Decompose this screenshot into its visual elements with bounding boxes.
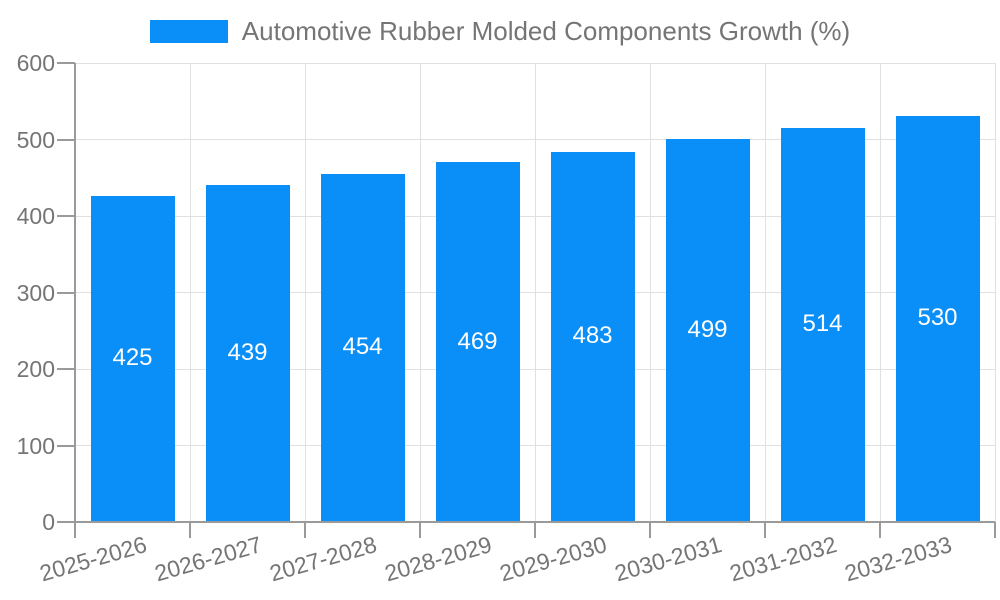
x-gridline — [879, 63, 881, 522]
legend-swatch — [149, 19, 228, 43]
y-axis-tick — [57, 215, 75, 217]
x-tick-label: 2031-2032 — [726, 531, 840, 587]
y-tick-label: 200 — [16, 356, 55, 382]
chart-legend[interactable]: Automotive Rubber Molded Components Grow… — [0, 16, 1000, 46]
bar[interactable]: 514 — [780, 127, 865, 521]
bar-value-label: 530 — [917, 304, 958, 332]
bar[interactable]: 483 — [550, 151, 635, 521]
x-axis-line — [74, 521, 995, 523]
x-gridline — [649, 63, 651, 522]
x-tick-label: 2027-2028 — [266, 531, 380, 587]
x-tick-label: 2032-2033 — [841, 531, 955, 587]
x-axis-tick — [649, 522, 651, 538]
bar[interactable]: 425 — [90, 195, 175, 521]
x-axis-tick — [74, 522, 76, 538]
bar-value-label: 454 — [342, 333, 383, 361]
x-axis-tick — [534, 522, 536, 538]
x-axis-tick — [189, 522, 191, 538]
bar[interactable]: 530 — [895, 115, 980, 521]
y-axis-tick — [57, 444, 75, 447]
x-gridline — [419, 63, 421, 522]
x-tick-label: 2030-2031 — [611, 531, 725, 587]
legend-label: Automotive Rubber Molded Components Grow… — [241, 16, 851, 46]
bar-value-label: 483 — [572, 322, 613, 350]
y-tick-label: 0 — [42, 509, 55, 535]
bar[interactable]: 499 — [665, 139, 750, 521]
bar[interactable]: 469 — [435, 162, 520, 521]
bar-value-label: 499 — [687, 316, 728, 344]
bar[interactable]: 439 — [205, 185, 290, 521]
x-axis-tick — [304, 522, 306, 538]
x-tick-label: 2029-2030 — [496, 531, 610, 587]
x-axis-tick — [419, 522, 421, 538]
y-tick-label: 100 — [16, 432, 55, 459]
bar-value-label: 425 — [112, 344, 153, 372]
x-gridline — [534, 63, 536, 522]
y-axis-tick — [57, 368, 75, 370]
x-axis-tick — [764, 522, 766, 538]
bar-value-label: 469 — [457, 327, 498, 355]
x-tick-label: 2025-2026 — [36, 531, 150, 587]
x-axis-tick — [879, 522, 881, 538]
x-axis-tick — [994, 522, 996, 538]
y-axis-tick — [57, 62, 75, 64]
y-axis-tick — [57, 291, 75, 294]
x-gridline — [189, 63, 191, 522]
x-tick-label: 2026-2027 — [151, 531, 265, 587]
y-tick-label: 400 — [16, 203, 55, 229]
x-tick-label: 2028-2029 — [381, 531, 495, 587]
bar[interactable]: 454 — [320, 173, 405, 521]
x-gridline — [764, 63, 766, 522]
x-gridline — [994, 63, 996, 522]
y-tick-label: 500 — [16, 126, 55, 153]
y-axis-tick — [57, 138, 75, 141]
bar-value-label: 439 — [227, 339, 268, 367]
y-axis-tick — [57, 521, 75, 523]
y-tick-label: 600 — [16, 50, 55, 76]
y-axis-line — [74, 63, 76, 522]
x-gridline — [304, 63, 306, 522]
bar-value-label: 514 — [802, 310, 843, 338]
y-tick-label: 300 — [16, 279, 55, 306]
